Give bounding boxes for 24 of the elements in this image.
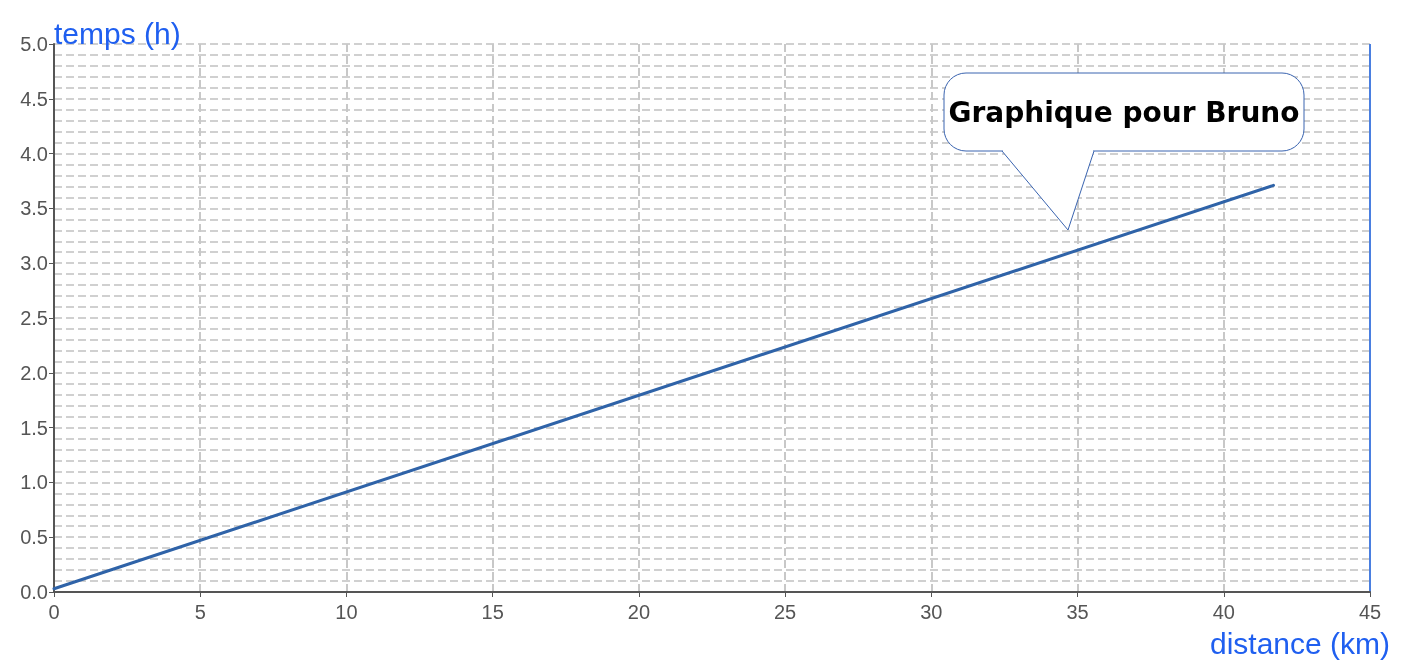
y-tick-label: 4.5 bbox=[20, 87, 48, 110]
x-tick-label: 40 bbox=[1212, 601, 1235, 623]
x-tick-label: 10 bbox=[335, 601, 358, 623]
x-tick-label: 35 bbox=[1066, 601, 1089, 623]
y-tick-label: 2.0 bbox=[20, 361, 48, 384]
x-tick-label: 20 bbox=[627, 601, 651, 623]
y-tick-label: 4.0 bbox=[20, 142, 48, 165]
x-tick-label: 15 bbox=[481, 601, 504, 623]
y-tick-label: 0.5 bbox=[20, 526, 48, 549]
y-tick-label: 3.5 bbox=[20, 197, 48, 220]
x-tick-label: 25 bbox=[773, 601, 797, 623]
y-tick-label: 1.0 bbox=[20, 471, 48, 494]
y-tick-label: 3.0 bbox=[20, 252, 48, 275]
y-tick-label: 0.0 bbox=[20, 581, 48, 603]
x-tick-label: 45 bbox=[1358, 601, 1382, 623]
y-axis-title: temps (h) bbox=[54, 16, 181, 50]
y-tick-label: 1.5 bbox=[20, 416, 48, 439]
x-tick-label: 0 bbox=[48, 601, 60, 623]
x-axis-title: distance (km) bbox=[1209, 626, 1390, 660]
annotation: Graphique pour Bruno bbox=[948, 95, 1300, 129]
x-tick-label: 30 bbox=[920, 601, 943, 623]
y-tick-label: 2.5 bbox=[20, 307, 48, 329]
y-tick-label: 5.0 bbox=[20, 33, 48, 55]
x-tick-label: 5 bbox=[194, 601, 206, 623]
